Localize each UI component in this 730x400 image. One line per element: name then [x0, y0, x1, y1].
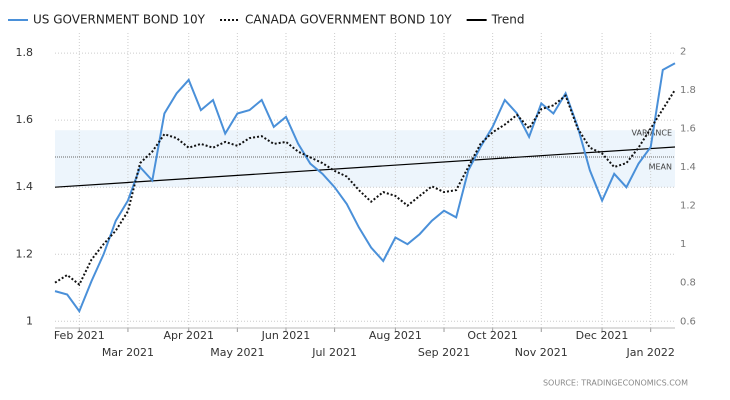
- y2-tick-label: 1: [680, 239, 686, 250]
- mean-label: MEAN: [649, 163, 672, 172]
- y-tick-label: 1: [26, 314, 33, 327]
- trend-line: [54, 146, 676, 188]
- x-tick-label: Feb 2021: [54, 329, 105, 342]
- y2-tick-label: 0.6: [680, 316, 696, 327]
- variance-label: VARIANCE: [632, 129, 672, 138]
- x-tick-label: Sep 2021: [418, 346, 470, 359]
- y2-tick-label: 0.8: [680, 278, 696, 289]
- x-tick-label: Apr 2021: [163, 329, 214, 342]
- y2-tick-label: 1.4: [680, 162, 696, 173]
- y2-tick-label: 2: [680, 46, 686, 57]
- y2-tick-label: 1.6: [680, 123, 696, 134]
- legend-label: Trend: [491, 13, 525, 27]
- x-tick-label: May 2021: [210, 346, 264, 359]
- x-tick-label: Nov 2021: [515, 346, 568, 359]
- x-tick-label: Jan 2022: [625, 346, 674, 359]
- x-tick-label: Oct 2021: [467, 329, 518, 342]
- x-tick-label: Mar 2021: [102, 346, 154, 359]
- x-tick-label: Dec 2021: [576, 329, 629, 342]
- source: SOURCE: TRADINGECONOMICS.COM: [543, 379, 688, 388]
- y-tick-label: 1.6: [16, 113, 34, 126]
- legend-label: CANADA GOVERNMENT BOND 10Y: [245, 13, 452, 27]
- y-tick-label: 1.2: [16, 247, 34, 260]
- x-tick-label: Jul 2021: [311, 346, 357, 359]
- series-line: [54, 89, 676, 287]
- x-tick-label: Aug 2021: [369, 329, 422, 342]
- y-tick-label: 1.4: [16, 180, 34, 193]
- y2-tick-label: 1.2: [680, 201, 696, 212]
- y2-tick-label: 1.8: [680, 85, 696, 96]
- x-tick-label: Jun 2021: [261, 329, 311, 342]
- variance-band: [55, 130, 675, 188]
- legend-label: US GOVERNMENT BOND 10Y: [33, 13, 206, 27]
- y-tick-label: 1.8: [16, 46, 34, 59]
